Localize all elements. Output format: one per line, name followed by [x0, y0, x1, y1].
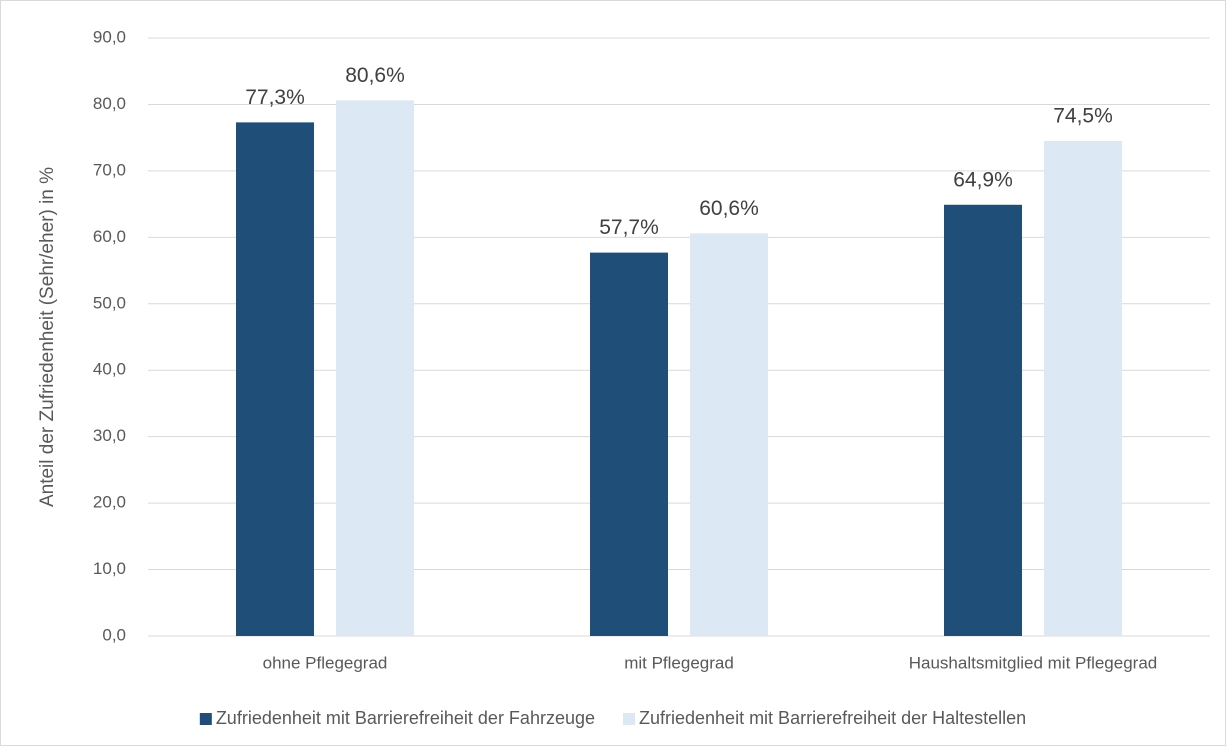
y-tick-label: 70,0 [93, 160, 126, 179]
y-tick-label: 40,0 [93, 360, 126, 379]
y-tick-label: 80,0 [93, 94, 126, 113]
bar [690, 233, 768, 636]
value-label: 60,6% [699, 197, 759, 220]
value-label: 64,9% [953, 168, 1013, 191]
value-label: 74,5% [1053, 105, 1113, 128]
bar [590, 252, 668, 637]
legend-label: Zufriedenheit mit Barrierefreiheit der F… [216, 708, 595, 728]
x-tick-label: mit Pflegegrad [624, 653, 734, 672]
y-axis-label: Anteil der Zufriedenheit (Sehr/eher) in … [37, 167, 58, 507]
y-tick-label: 0,0 [102, 625, 126, 644]
x-tick-label: Haushaltsmitglied mit Pflegegrad [909, 653, 1158, 672]
y-tick-label: 90,0 [93, 27, 126, 46]
legend-swatch [199, 713, 212, 725]
bar [336, 100, 414, 637]
value-label: 57,7% [599, 216, 659, 239]
y-tick-label: 60,0 [93, 227, 126, 246]
bar [236, 122, 314, 636]
legend-label: Zufriedenheit mit Barrierefreiheit der H… [639, 708, 1026, 728]
value-label: 77,3% [245, 86, 305, 109]
y-tick-label: 10,0 [93, 559, 126, 578]
y-tick-label: 50,0 [93, 293, 126, 312]
x-tick-label: ohne Pflegegrad [263, 653, 388, 672]
y-tick-label: 20,0 [93, 493, 126, 512]
value-label: 80,6% [345, 64, 405, 87]
bar [1044, 140, 1122, 636]
y-tick-label: 30,0 [93, 426, 126, 445]
bar [944, 204, 1022, 636]
legend-swatch [623, 713, 635, 725]
